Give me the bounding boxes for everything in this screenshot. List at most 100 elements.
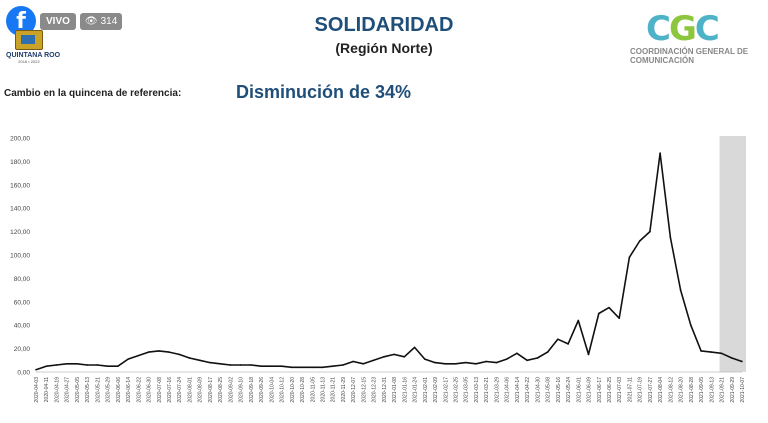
x-tick-label: 2020-06-14 <box>126 377 132 403</box>
viewer-count: 314 <box>100 15 118 27</box>
data-point <box>311 366 314 369</box>
x-tick-label: 2020-04-03 <box>34 377 40 403</box>
data-point <box>117 365 119 367</box>
data-point <box>679 289 682 291</box>
data-point <box>587 353 590 356</box>
data-point <box>434 361 436 364</box>
x-tick-label: 2020-09-18 <box>249 377 255 403</box>
data-point <box>567 343 569 345</box>
x-tick-label: 2021-03-13 <box>474 377 480 403</box>
data-point <box>730 357 733 359</box>
data-point <box>209 361 211 364</box>
data-point <box>290 366 293 369</box>
x-tick-label: 2020-06-06 <box>116 377 122 403</box>
x-tick-label: 2020-06-22 <box>136 377 142 403</box>
data-point <box>628 256 631 259</box>
x-tick-label: 2021-01-16 <box>402 377 408 403</box>
data-point <box>270 365 273 367</box>
agency-name: COORDINACIÓN GENERAL DE COMUNICACIÓN <box>630 47 749 65</box>
data-point <box>352 360 354 363</box>
x-tick-label: 2021-06-01 <box>576 377 582 403</box>
data-point <box>260 365 262 367</box>
data-point <box>168 351 170 353</box>
x-tick-label: 2021-08-20 <box>679 377 685 403</box>
x-tick-label: 2021-03-29 <box>494 377 500 403</box>
data-point <box>608 306 610 309</box>
x-tick-label: 2020-07-08 <box>157 377 163 403</box>
data-point <box>96 364 99 366</box>
x-tick-label: 2021-10-07 <box>740 377 746 403</box>
data-point <box>393 353 395 356</box>
data-point <box>464 361 467 364</box>
x-tick-label: 2020-05-13 <box>85 377 91 403</box>
x-tick-label: 2020-07-24 <box>177 377 183 403</box>
data-point <box>557 338 559 341</box>
data-point <box>597 312 600 315</box>
data-point <box>495 361 498 364</box>
x-tick-label: 2021-06-09 <box>587 377 593 403</box>
state-logo: QUINTANA ROO 2016 • 2022 <box>6 30 61 64</box>
x-tick-label: 2020-04-19 <box>54 377 60 403</box>
x-tick-label: 2020-08-17 <box>208 377 214 403</box>
data-point <box>301 366 303 369</box>
change-value: Disminución de 34% <box>236 82 412 102</box>
x-tick-label: 2020-05-21 <box>95 377 101 403</box>
y-tick-label: 160,00 <box>10 182 30 189</box>
y-tick-label: 200,00 <box>10 136 30 143</box>
data-point <box>710 351 713 353</box>
x-tick-label: 2020-05-29 <box>106 377 112 403</box>
data-point <box>485 360 488 363</box>
data-point <box>690 324 692 326</box>
x-tick-label: 2021-02-09 <box>433 377 439 403</box>
x-tick-label: 2021-05-24 <box>566 377 572 403</box>
x-tick-label: 2021-04-06 <box>505 377 511 403</box>
data-point <box>669 236 672 239</box>
x-tick-label: 2020-10-04 <box>269 377 275 403</box>
x-tick-label: 2021-07-03 <box>617 377 623 403</box>
x-tick-label: 2021-04-30 <box>535 377 541 403</box>
x-tick-label: 2021-08-28 <box>689 377 695 403</box>
x-tick-label: 2021-02-25 <box>454 377 460 403</box>
x-tick-label: 2021-05-16 <box>556 377 562 403</box>
data-point <box>229 364 232 366</box>
data-point <box>454 363 457 365</box>
x-tick-label: 2020-09-02 <box>228 377 234 403</box>
live-badge: VIVO <box>40 12 76 30</box>
data-point <box>383 355 385 358</box>
data-point <box>505 358 508 360</box>
x-tick-label: 2021-02-17 <box>443 377 449 403</box>
state-name: QUINTANA ROO <box>6 52 61 59</box>
x-tick-label: 2020-08-01 <box>187 377 193 403</box>
x-tick-label: 2020-08-09 <box>198 377 204 403</box>
data-point <box>147 351 150 353</box>
x-tick-label: 2020-09-10 <box>239 377 245 403</box>
x-tick-label: 2020-11-21 <box>331 377 337 402</box>
data-point <box>106 365 109 367</box>
x-tick-label: 2021-06-25 <box>607 377 613 403</box>
eye-icon: 👁 <box>84 15 98 27</box>
x-tick-label: 2020-05-05 <box>75 377 81 403</box>
data-point <box>157 350 160 352</box>
x-tick-label: 2020-10-20 <box>290 377 296 403</box>
x-tick-label: 2020-09-26 <box>259 377 265 403</box>
state-years: 2016 • 2022 <box>18 59 40 64</box>
x-tick-label: 2021-07-27 <box>648 377 654 403</box>
data-point <box>127 358 129 360</box>
data-point <box>546 351 549 353</box>
viewer-count-badge: 👁 314 <box>79 12 123 30</box>
x-tick-label: 2021-04-22 <box>525 377 531 403</box>
x-tick-label: 2020-10-12 <box>280 377 286 403</box>
x-tick-label: 2021-02-01 <box>423 377 429 403</box>
data-point <box>198 359 201 362</box>
data-point <box>35 368 37 371</box>
data-point <box>280 365 283 367</box>
data-point <box>424 358 426 360</box>
data-point <box>321 366 324 369</box>
data-point <box>65 363 68 365</box>
data-point <box>55 364 58 366</box>
data-point <box>516 352 518 355</box>
line-chart: 0,00 20,00 40,00 60,00 80,00 100,00 120,00 140,… <box>10 136 746 403</box>
x-tick-label: 2020-11-05 <box>310 377 316 402</box>
data-point <box>76 363 78 365</box>
data-point <box>700 350 702 352</box>
